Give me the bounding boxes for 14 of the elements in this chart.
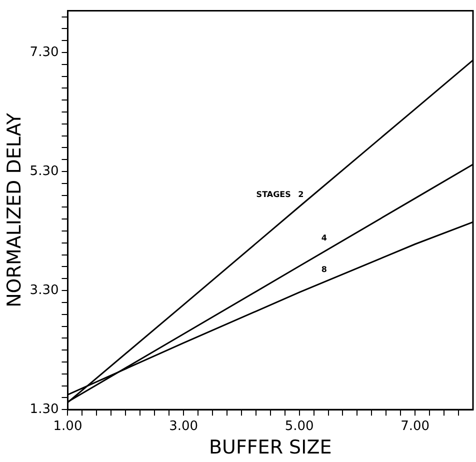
x-tick-label: 7.00 [400,418,430,434]
y-tick-label: 7.30 [30,44,59,60]
series-label: 8 [321,265,328,274]
y-tick-label: 3.30 [30,282,59,298]
annotation: STAGES [256,190,292,199]
x-tick-label: 3.00 [169,418,198,434]
x-axis-title: BUFFER SIZE [209,436,332,459]
x-tick-label: 5.00 [284,418,314,434]
y-tick-label: 5.30 [30,164,59,179]
y-axis-title: NORMALIZED DELAY [3,112,26,308]
x-tick-label: 1.00 [53,418,82,434]
series-label: 4 [321,234,328,243]
series-label: 2 [298,190,304,199]
y-tick-label: 1.30 [30,402,59,417]
